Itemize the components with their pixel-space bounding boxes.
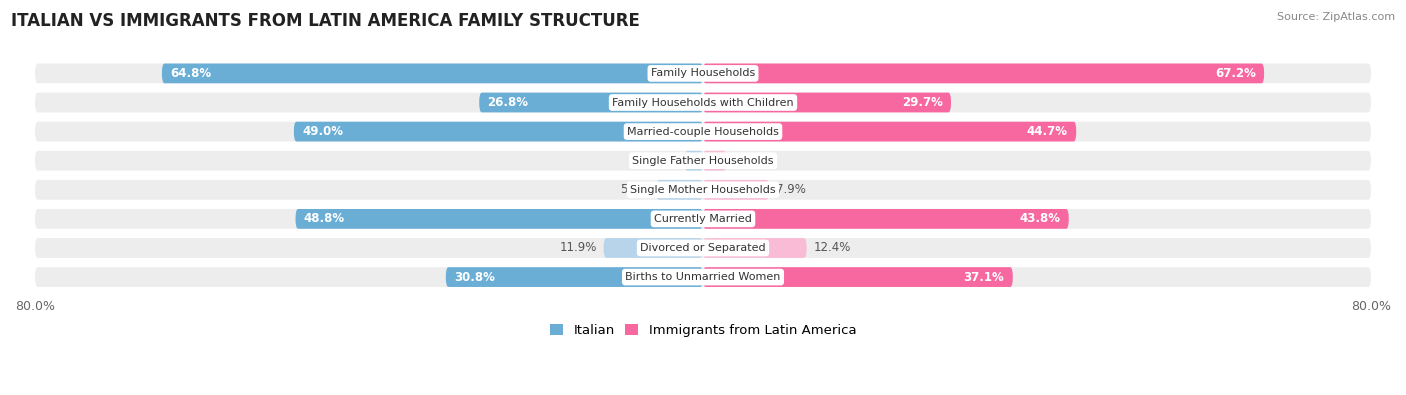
- FancyBboxPatch shape: [35, 122, 1371, 141]
- Text: 11.9%: 11.9%: [560, 241, 598, 254]
- Text: 37.1%: 37.1%: [963, 271, 1004, 284]
- FancyBboxPatch shape: [35, 209, 1371, 229]
- FancyBboxPatch shape: [294, 122, 703, 141]
- FancyBboxPatch shape: [35, 64, 1371, 83]
- FancyBboxPatch shape: [703, 238, 807, 258]
- FancyBboxPatch shape: [703, 209, 1069, 229]
- Text: 29.7%: 29.7%: [901, 96, 942, 109]
- FancyBboxPatch shape: [35, 238, 1371, 258]
- FancyBboxPatch shape: [703, 92, 950, 113]
- FancyBboxPatch shape: [479, 92, 703, 113]
- FancyBboxPatch shape: [703, 180, 769, 200]
- Text: Family Households: Family Households: [651, 68, 755, 79]
- Text: Source: ZipAtlas.com: Source: ZipAtlas.com: [1277, 12, 1395, 22]
- Text: 5.6%: 5.6%: [620, 183, 650, 196]
- Text: 44.7%: 44.7%: [1026, 125, 1069, 138]
- FancyBboxPatch shape: [657, 180, 703, 200]
- FancyBboxPatch shape: [603, 238, 703, 258]
- FancyBboxPatch shape: [703, 151, 727, 171]
- Text: 30.8%: 30.8%: [454, 271, 495, 284]
- Text: 49.0%: 49.0%: [302, 125, 343, 138]
- Text: Married-couple Households: Married-couple Households: [627, 127, 779, 137]
- Text: Single Mother Households: Single Mother Households: [630, 185, 776, 195]
- FancyBboxPatch shape: [35, 180, 1371, 200]
- FancyBboxPatch shape: [295, 209, 703, 229]
- FancyBboxPatch shape: [703, 267, 1012, 287]
- Text: Family Households with Children: Family Households with Children: [612, 98, 794, 107]
- FancyBboxPatch shape: [685, 151, 703, 171]
- Text: 12.4%: 12.4%: [813, 241, 851, 254]
- Text: 7.9%: 7.9%: [776, 183, 806, 196]
- Text: Births to Unmarried Women: Births to Unmarried Women: [626, 272, 780, 282]
- Text: Single Father Households: Single Father Households: [633, 156, 773, 166]
- Text: 43.8%: 43.8%: [1019, 213, 1060, 226]
- FancyBboxPatch shape: [446, 267, 703, 287]
- Text: 2.2%: 2.2%: [648, 154, 678, 167]
- Text: 48.8%: 48.8%: [304, 213, 344, 226]
- Text: 67.2%: 67.2%: [1215, 67, 1256, 80]
- Text: 26.8%: 26.8%: [488, 96, 529, 109]
- Text: ITALIAN VS IMMIGRANTS FROM LATIN AMERICA FAMILY STRUCTURE: ITALIAN VS IMMIGRANTS FROM LATIN AMERICA…: [11, 12, 640, 30]
- FancyBboxPatch shape: [703, 64, 1264, 83]
- Legend: Italian, Immigrants from Latin America: Italian, Immigrants from Latin America: [544, 319, 862, 342]
- Text: Currently Married: Currently Married: [654, 214, 752, 224]
- FancyBboxPatch shape: [35, 92, 1371, 113]
- FancyBboxPatch shape: [162, 64, 703, 83]
- Text: 64.8%: 64.8%: [170, 67, 211, 80]
- Text: Divorced or Separated: Divorced or Separated: [640, 243, 766, 253]
- FancyBboxPatch shape: [35, 267, 1371, 287]
- Text: 2.8%: 2.8%: [733, 154, 763, 167]
- FancyBboxPatch shape: [703, 122, 1076, 141]
- FancyBboxPatch shape: [35, 151, 1371, 171]
